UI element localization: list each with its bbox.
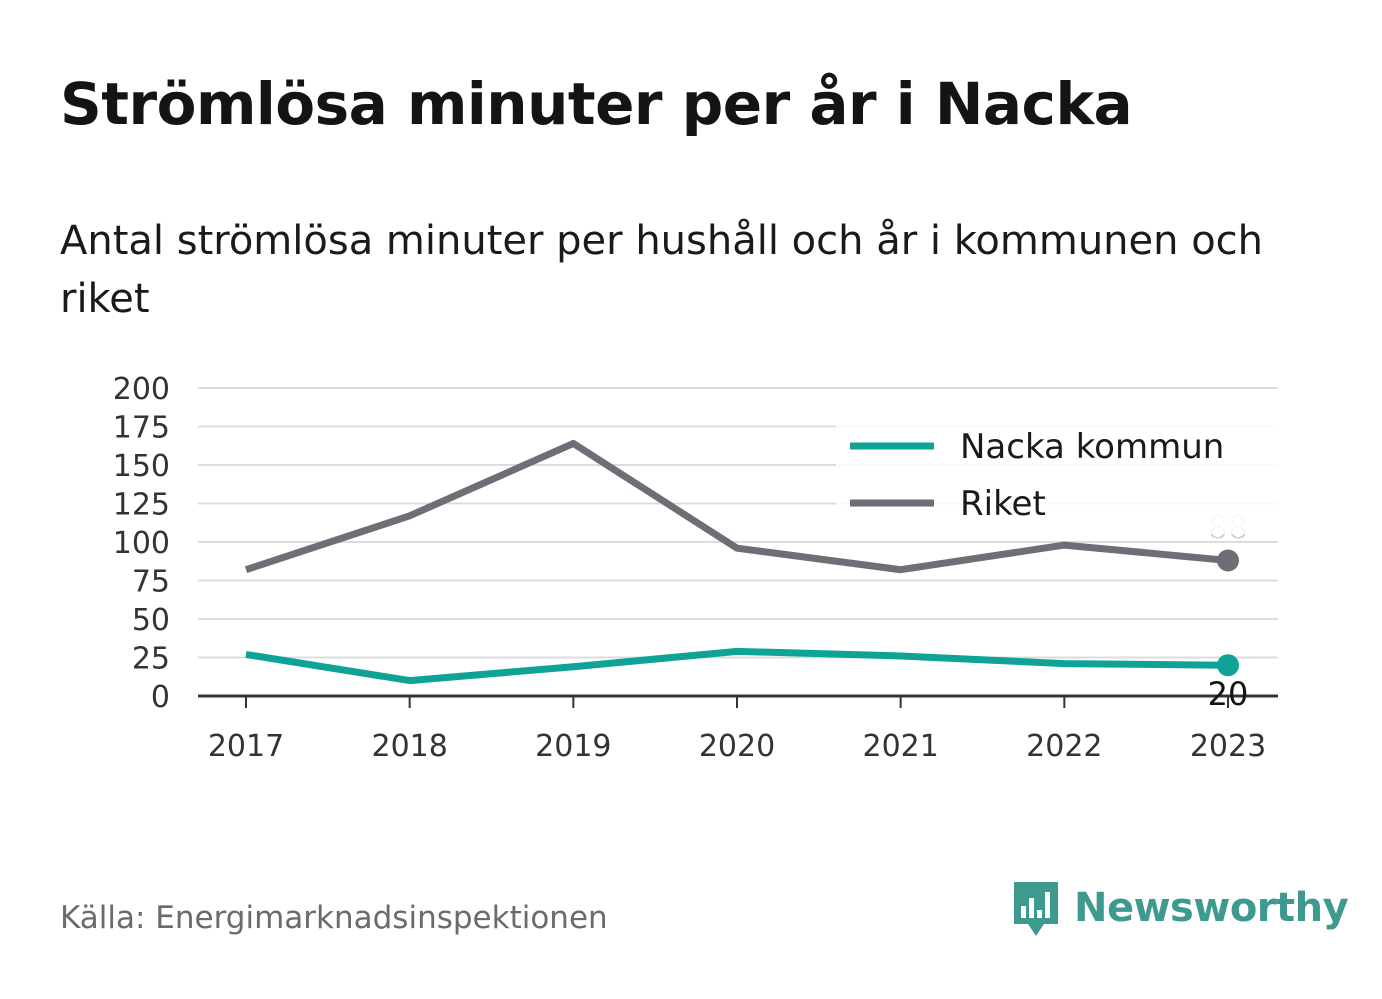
end-labels: 8820 — [1207, 508, 1249, 713]
x-axis-ticks: 2017 2018 2019 2020 2021 2022 2023 — [208, 696, 1266, 764]
y-tick-label: 200 — [113, 372, 170, 407]
y-tick-label: 0 — [151, 680, 170, 715]
data-point — [1217, 549, 1239, 572]
legend-label: Nacka kommun — [960, 427, 1224, 467]
chart-subtitle: Antal strömlösa minuter per hushåll och … — [60, 218, 1264, 322]
y-tick-label: 100 — [113, 526, 170, 561]
newsworthy-logo: Newsworthy — [1010, 878, 1349, 938]
y-tick-label: 50 — [132, 603, 170, 638]
x-tick-label: 2019 — [535, 729, 611, 764]
x-tick-label: 2017 — [208, 729, 284, 764]
legend: Nacka kommun Riket — [836, 418, 1278, 534]
y-tick-label: 175 — [113, 411, 170, 446]
series-line-riket — [244, 439, 1229, 574]
data-point — [1217, 654, 1239, 677]
x-tick-label: 2021 — [862, 729, 938, 764]
x-tick-label: 2020 — [699, 729, 775, 764]
series-lines — [244, 439, 1239, 685]
x-tick-label: 2022 — [1026, 729, 1102, 764]
bar-chart-speech-bubble-icon — [1014, 882, 1058, 936]
source-note: Källa: Energimarknadsinspektionen — [60, 900, 608, 936]
legend-label: Riket — [960, 484, 1046, 524]
x-tick-label: 2018 — [371, 729, 447, 764]
y-tick-label: 75 — [132, 565, 170, 600]
brand-name: Newsworthy — [1074, 885, 1349, 931]
x-tick-label: 2023 — [1190, 729, 1266, 764]
series-line-nacka — [245, 647, 1229, 685]
y-tick-label: 125 — [113, 488, 170, 523]
end-label-nacka: 20 — [1208, 675, 1249, 713]
y-tick-label: 25 — [132, 642, 170, 677]
legend-background — [836, 418, 1278, 534]
chart-title: Strömlösa minuter per år i Nacka — [60, 70, 1133, 138]
y-tick-label: 150 — [113, 449, 170, 484]
